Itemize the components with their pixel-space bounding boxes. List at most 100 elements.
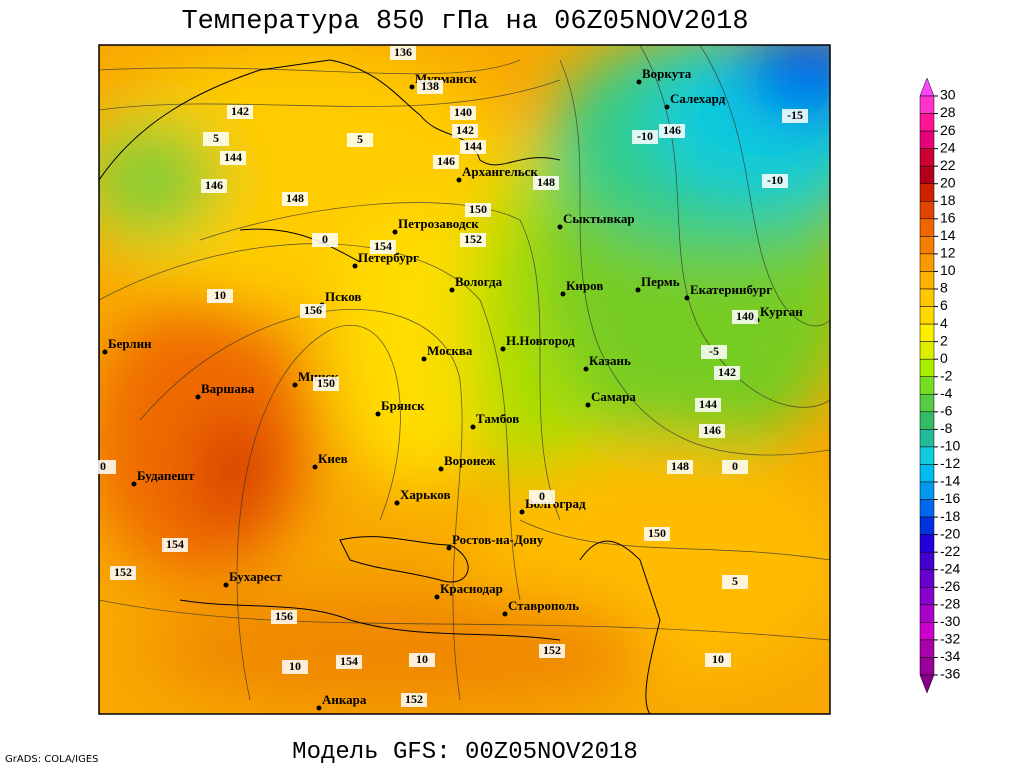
- contour-label-box: [433, 155, 459, 169]
- colorbar-segment: [919, 516, 935, 535]
- contour-label-box: [460, 233, 486, 247]
- colorbar-tick-label: -16: [940, 490, 960, 506]
- colorbar-segment: [919, 165, 935, 184]
- contour-label: 146: [205, 178, 223, 192]
- city-marker: [352, 263, 358, 269]
- contour-label: 10: [712, 652, 724, 666]
- city-label: Тамбов: [476, 411, 519, 426]
- contour-label-box: [282, 660, 308, 674]
- colorbar-tick-label: 8: [940, 280, 948, 296]
- contour-label-box: [417, 80, 443, 94]
- contour-label: 5: [357, 132, 363, 146]
- contour-label-box: [450, 106, 476, 120]
- city-marker: [394, 500, 400, 506]
- contour-label: 156: [275, 609, 293, 623]
- city-label: Сыктывкар: [563, 211, 635, 226]
- contour-label-box: [162, 538, 188, 552]
- contour-label: -10: [637, 129, 653, 143]
- city-label: Екатеринбург: [690, 282, 772, 297]
- contour-label: 0: [732, 459, 738, 473]
- colorbar-tick-label: -6: [940, 403, 953, 419]
- colorbar-segment: [919, 411, 935, 430]
- colorbar-segment: [919, 306, 935, 325]
- colorbar-segment: [919, 481, 935, 500]
- colorbar-segment: [919, 130, 935, 149]
- city-label: Бухарест: [229, 569, 283, 584]
- contour-label: 154: [374, 239, 392, 253]
- city-marker: [470, 424, 476, 430]
- contour-label: 5: [213, 131, 219, 145]
- contour-label: 144: [224, 150, 242, 164]
- city-label: Харьков: [400, 487, 451, 502]
- colorbar-tick-label: 6: [940, 297, 948, 313]
- title: Температура 850 гПа на 06Z05NOV2018: [181, 7, 748, 37]
- colorbar-tick-label: 2: [940, 332, 948, 348]
- colorbar-tick-label: 20: [940, 174, 956, 190]
- city-marker: [409, 84, 415, 90]
- contour-label: 150: [317, 376, 335, 390]
- city-label: Курган: [760, 304, 803, 319]
- colorbar-segment: [919, 569, 935, 588]
- city-label: Пермь: [641, 274, 680, 289]
- contour-label-box: [465, 203, 491, 217]
- city-marker: [684, 295, 690, 301]
- contour-label: 150: [648, 526, 666, 540]
- contour-label: 5: [732, 574, 738, 588]
- city-marker: [635, 287, 641, 293]
- colorbar-segment: [919, 95, 935, 114]
- city-marker: [502, 611, 508, 617]
- contour-label: 10: [289, 659, 301, 673]
- city-label: Берлин: [108, 336, 152, 351]
- contour-label: 146: [663, 123, 681, 137]
- contour-label-box: [282, 192, 308, 206]
- colorbar-segment: [919, 639, 935, 658]
- contour-label: 0: [100, 459, 106, 473]
- colorbar-tick-label: 10: [940, 262, 956, 278]
- colorbar-tick-label: 24: [940, 139, 956, 155]
- colorbar: 302826242220181614121086420-2-4-6-8-10-1…: [919, 77, 960, 694]
- colorbar-tick-label: 30: [940, 87, 956, 103]
- contour-label: 144: [464, 139, 482, 153]
- contour-label-box: [632, 130, 658, 144]
- colorbar-segment: [919, 288, 935, 307]
- map-frame: [98, 44, 831, 715]
- colorbar-segment: [919, 464, 935, 483]
- colorbar-tick-label: -12: [940, 455, 960, 471]
- colorbar-segment: [919, 534, 935, 553]
- colorbar-tick-label: -28: [940, 596, 960, 612]
- city-label: Краснодар: [440, 581, 503, 596]
- contour-label: 140: [454, 105, 472, 119]
- colorbar-segment: [919, 323, 935, 342]
- city-marker: [560, 291, 566, 297]
- contour-label-box: [644, 527, 670, 541]
- contour-label-box: [409, 653, 435, 667]
- contour-label: 148: [671, 459, 689, 473]
- colorbar-segment: [919, 429, 935, 448]
- colorbar-tick-label: 12: [940, 245, 956, 261]
- city-marker: [449, 287, 455, 293]
- contour-label: 146: [437, 154, 455, 168]
- colorbar-tick-label: -36: [940, 666, 960, 682]
- contour-label-box: [533, 176, 559, 190]
- colorbar-segment: [919, 499, 935, 518]
- city-marker: [223, 582, 229, 588]
- city-label: Киев: [318, 451, 348, 466]
- map-labels: Мурманск ВоркутаСалехардАрхангельскСыктыв…: [90, 45, 808, 711]
- colorbar-segment: [919, 113, 935, 132]
- colorbar-tick-label: -4: [940, 385, 953, 401]
- colorbar-tick-label: -34: [940, 648, 960, 664]
- contour-label-box: [722, 575, 748, 589]
- city-label: Анкара: [322, 692, 367, 707]
- contour-label-box: [220, 151, 246, 165]
- contour-label: 0: [322, 232, 328, 246]
- city-label: Варшава: [201, 381, 255, 396]
- city-label: Брянск: [381, 398, 425, 413]
- colorbar-segment: [919, 446, 935, 465]
- colorbar-tick-label: -8: [940, 420, 953, 436]
- contour-label: 152: [114, 565, 132, 579]
- contour-label-box: [370, 240, 396, 254]
- colorbar-tick-label: 18: [940, 192, 956, 208]
- contour-label-box: [695, 398, 721, 412]
- colorbar-tick-label: -10: [940, 438, 960, 454]
- colorbar-tick-label: -20: [940, 525, 960, 541]
